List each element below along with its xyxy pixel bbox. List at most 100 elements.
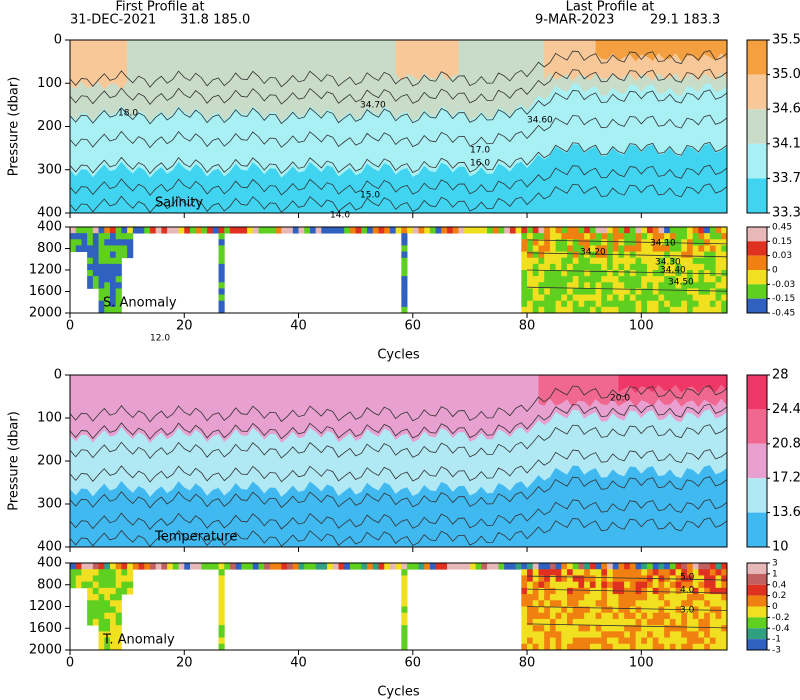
anomaly-cell bbox=[378, 563, 385, 570]
anomaly-cell bbox=[652, 587, 659, 595]
anomaly-cell bbox=[538, 569, 545, 576]
anomaly-cell bbox=[458, 563, 465, 570]
anomaly-cell bbox=[584, 581, 591, 589]
anomaly-cell bbox=[184, 563, 191, 570]
anomaly-cell bbox=[338, 563, 345, 570]
anomaly-cell bbox=[235, 563, 242, 570]
anomaly-cell bbox=[567, 637, 574, 645]
anomaly-cell bbox=[647, 257, 654, 265]
colorbar-label: -0.4 bbox=[772, 624, 790, 634]
anomaly-cell bbox=[212, 227, 219, 234]
anomaly-cell bbox=[258, 227, 265, 234]
anomaly-cell bbox=[624, 233, 631, 240]
anomaly-cell bbox=[447, 563, 454, 570]
anomaly-cell bbox=[601, 251, 608, 259]
anomaly-cell bbox=[629, 227, 636, 234]
anomaly-cell bbox=[104, 575, 111, 583]
anomaly-cell bbox=[104, 245, 111, 252]
anomaly-cell bbox=[601, 637, 608, 645]
anomaly-cell bbox=[635, 612, 642, 620]
anomaly-cell bbox=[607, 587, 614, 595]
anomaly-cell bbox=[532, 233, 539, 240]
anomaly-cell bbox=[527, 594, 534, 601]
anomaly-cell bbox=[70, 245, 77, 252]
anomaly-cell bbox=[121, 245, 128, 252]
anomaly-cell bbox=[589, 227, 596, 234]
anomaly-cell bbox=[584, 270, 591, 277]
anomaly-cell bbox=[709, 618, 716, 626]
anomaly-cell bbox=[549, 606, 557, 614]
anomaly-cell bbox=[658, 600, 665, 607]
anomaly-cell bbox=[521, 631, 528, 638]
anomaly-cell bbox=[709, 300, 716, 308]
colorbar-label: 0.15 bbox=[772, 237, 792, 247]
anomaly-cell bbox=[612, 637, 619, 645]
y-tick-label: 200 bbox=[37, 454, 62, 469]
anomaly-cell bbox=[549, 257, 557, 265]
colorbar-label: 0.4 bbox=[772, 580, 787, 590]
anomaly-cell bbox=[687, 233, 694, 240]
anomaly-cell bbox=[264, 563, 271, 570]
anomaly-cell bbox=[218, 612, 225, 620]
anomaly-cell bbox=[555, 631, 562, 638]
anomaly-cell bbox=[544, 600, 551, 607]
colorbar-label: 35.06 bbox=[772, 67, 800, 82]
anomaly-cell bbox=[721, 288, 728, 295]
anomaly-cell bbox=[115, 643, 122, 651]
anomaly-cell bbox=[675, 594, 682, 601]
anomaly-cell bbox=[709, 594, 716, 601]
anomaly-cell bbox=[635, 288, 642, 295]
x-tick-label: 40 bbox=[290, 656, 307, 671]
anomaly-cell bbox=[618, 227, 625, 234]
anomaly-cell bbox=[589, 294, 596, 302]
anomaly-cell bbox=[521, 637, 528, 645]
anomaly-cell bbox=[527, 637, 534, 645]
anomaly-cell bbox=[624, 282, 631, 289]
anomaly-cell bbox=[75, 575, 82, 583]
anomaly-cell bbox=[624, 306, 631, 314]
anomaly-cell bbox=[641, 581, 648, 589]
anomaly-cell bbox=[715, 575, 722, 583]
anomaly-cell bbox=[567, 245, 574, 252]
anomaly-cell bbox=[687, 575, 694, 583]
anomaly-cell bbox=[624, 612, 631, 620]
colorbar-frame bbox=[746, 374, 768, 548]
anomaly-cell bbox=[584, 227, 591, 234]
anomaly-cell bbox=[687, 306, 694, 314]
anomaly-cell bbox=[647, 581, 654, 589]
anomaly-cell bbox=[87, 618, 94, 626]
anomaly-cell bbox=[669, 618, 676, 626]
anomaly-cell bbox=[618, 276, 625, 283]
anomaly-cell bbox=[98, 306, 105, 314]
anomaly-cell bbox=[618, 612, 625, 620]
anomaly-cell bbox=[447, 227, 454, 234]
anomaly-cell bbox=[669, 233, 676, 240]
contour-line bbox=[69, 449, 728, 483]
anomaly-cell bbox=[647, 563, 654, 570]
anomaly-cell bbox=[647, 282, 654, 289]
anomaly-cell bbox=[567, 612, 574, 620]
anomaly-cell bbox=[367, 227, 374, 234]
anomaly-cell bbox=[635, 294, 642, 302]
anomaly-cell bbox=[612, 233, 619, 240]
anomaly-cell bbox=[521, 594, 528, 601]
anomaly-cell bbox=[595, 581, 602, 589]
anomaly-cell bbox=[589, 618, 596, 626]
anomaly-cell bbox=[172, 563, 179, 570]
anomaly-cell bbox=[641, 257, 648, 265]
colorbar-label: 13.6 bbox=[772, 505, 800, 520]
anomaly-cell bbox=[612, 245, 619, 252]
colorbar-swatch bbox=[747, 606, 767, 618]
anomaly-cell bbox=[544, 233, 551, 240]
anomaly-cell bbox=[664, 282, 671, 289]
anomaly-cell bbox=[698, 263, 705, 271]
anomaly-cell bbox=[669, 643, 676, 651]
anomaly-cell bbox=[624, 227, 631, 234]
anomaly-cell bbox=[167, 563, 174, 570]
anomaly-cell bbox=[652, 257, 659, 265]
anomaly-cell bbox=[658, 227, 665, 234]
anomaly-cell bbox=[704, 294, 711, 302]
anomaly-cell bbox=[115, 239, 122, 246]
anomaly-cell bbox=[709, 251, 716, 259]
